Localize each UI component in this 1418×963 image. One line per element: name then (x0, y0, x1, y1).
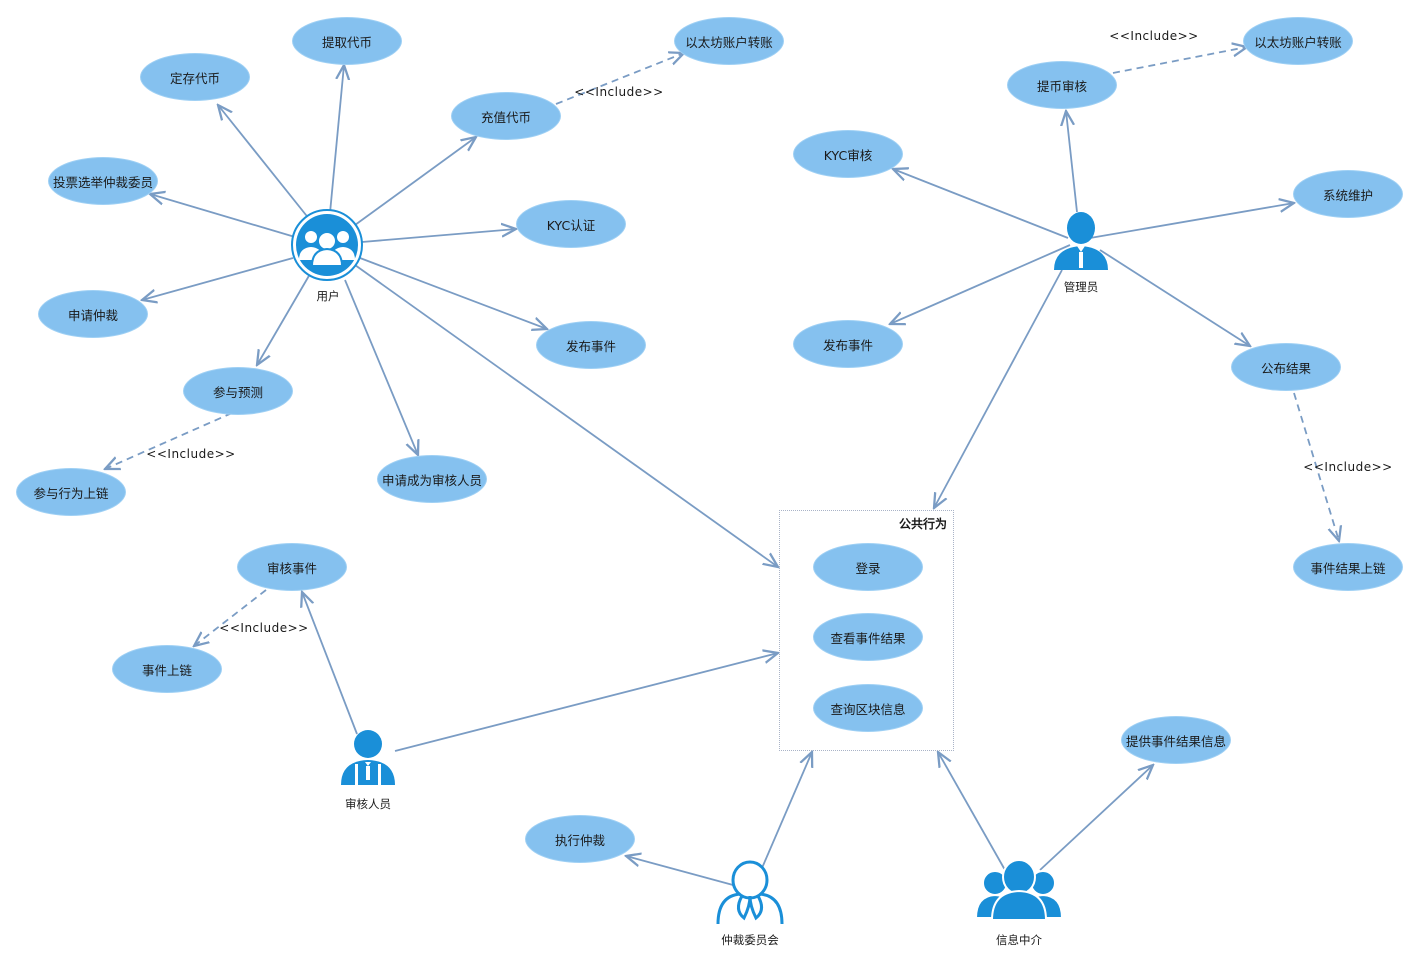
edge-user-common (354, 264, 778, 567)
use-case-label: 定存代币 (169, 70, 220, 86)
use-case-label: 充值代币 (480, 109, 531, 125)
include-label-withdraw-review: <<Include>> (1109, 29, 1199, 43)
use-case-label: 发布事件 (565, 338, 616, 354)
use-case-publish-event-admin[interactable]: 发布事件 (793, 320, 903, 368)
use-case-result-onchain[interactable]: 事件结果上链 (1293, 543, 1403, 591)
use-case-system-maint[interactable]: 系统维护 (1293, 170, 1403, 218)
use-case-execute-arbitration[interactable]: 执行仲裁 (525, 815, 635, 863)
use-case-label: 事件上链 (141, 662, 192, 678)
include-label-publish: <<Include>> (1303, 460, 1393, 474)
use-case-review-event[interactable]: 审核事件 (237, 543, 347, 591)
use-case-kyc-auth[interactable]: KYC认证 (516, 200, 626, 248)
use-case-participate-onchain[interactable]: 参与行为上链 (16, 468, 126, 516)
include-label-recharge: <<Include>> (574, 85, 664, 99)
use-case-label: 查询区块信息 (830, 701, 906, 717)
use-case-apply-arbitration[interactable]: 申请仲裁 (38, 290, 148, 338)
edge-user-apply-reviewer (344, 279, 418, 455)
use-case-label: 审核事件 (266, 560, 317, 576)
use-case-publish-result[interactable]: 公布结果 (1231, 343, 1341, 391)
use-case-label: 申请仲裁 (67, 307, 118, 323)
use-case-label: 执行仲裁 (554, 832, 605, 848)
include-edge-recharge (555, 53, 684, 105)
include-edge-publish (1293, 392, 1339, 541)
edge-user-apply-arb (142, 257, 294, 300)
include-edge-review (194, 589, 267, 646)
edge-oracle-common (938, 752, 1006, 871)
edge-committee-common (761, 752, 812, 869)
actor-label-committee: 仲裁委员会 (721, 933, 779, 947)
include-label-review: <<Include>> (219, 621, 309, 635)
include-label-predict: <<Include>> (146, 447, 236, 461)
use-case-kyc-review[interactable]: KYC审核 (793, 130, 903, 178)
use-case-apply-reviewer[interactable]: 申请成为审核人员 (377, 455, 487, 503)
use-case-eth-transfer-user[interactable]: 以太坊账户转账 (674, 17, 784, 65)
use-case-view-result[interactable]: 查看事件结果 (813, 613, 923, 661)
actor-label-admin: 管理员 (1063, 280, 1099, 294)
include-edge-withdraw-review (1112, 47, 1247, 74)
edge-admin-kyc (893, 169, 1069, 239)
use-case-label: 提取代币 (321, 34, 372, 50)
use-case-label: KYC认证 (546, 217, 596, 233)
boundary-title: 公共行为 (898, 517, 947, 531)
use-case-publish-event-user[interactable]: 发布事件 (536, 321, 646, 369)
edge-admin-withdraw-review (1066, 111, 1078, 213)
edge-user-kyc (361, 229, 516, 243)
edge-reviewer-review (302, 592, 358, 735)
edge-user-predict (257, 273, 311, 365)
use-case-provide-result[interactable]: 提供事件结果信息 (1121, 716, 1231, 764)
use-case-label: 以太坊账户转账 (1254, 34, 1342, 50)
use-case-label: 投票选举仲裁委员 (52, 174, 153, 190)
edge-admin-maint (1089, 203, 1294, 239)
reviewer-actor-icon (341, 730, 395, 785)
admin-actor-icon (1054, 212, 1108, 270)
use-case-label: KYC审核 (823, 147, 873, 163)
edge-user-deposit (218, 105, 311, 221)
user-actor-icon (291, 209, 363, 281)
edge-admin-common (934, 269, 1063, 508)
use-case-participate-predict[interactable]: 参与预测 (183, 367, 293, 415)
edge-admin-result (1099, 249, 1250, 346)
use-case-login[interactable]: 登录 (813, 543, 923, 591)
use-case-event-onchain[interactable]: 事件上链 (112, 645, 222, 693)
use-case-label: 事件结果上链 (1310, 560, 1386, 576)
edge-user-recharge (354, 137, 476, 226)
edge-oracle-provide (1039, 765, 1153, 871)
use-case-label: 以太坊账户转账 (685, 34, 773, 50)
actor-label-user: 用户 (316, 289, 340, 303)
use-case-label: 发布事件 (822, 337, 873, 353)
edge-reviewer-common (394, 653, 778, 752)
use-case-withdraw[interactable]: 提取代币 (292, 17, 402, 65)
use-case-label: 提币审核 (1036, 78, 1087, 94)
use-case-label: 参与预测 (212, 384, 263, 400)
edge-user-publish (359, 257, 547, 329)
edge-user-vote (150, 194, 296, 238)
use-case-withdraw-review[interactable]: 提币审核 (1007, 61, 1117, 109)
use-case-eth-transfer-admin[interactable]: 以太坊账户转账 (1243, 17, 1353, 65)
committee-actor-icon (716, 860, 784, 925)
common-behavior-boundary: 公共行为 (779, 510, 954, 751)
use-case-label: 提供事件结果信息 (1125, 733, 1226, 749)
use-case-label: 系统维护 (1322, 187, 1373, 203)
use-case-label: 公布结果 (1260, 360, 1311, 376)
edge-committee-execute (626, 856, 734, 886)
use-case-label: 参与行为上链 (33, 485, 109, 501)
use-case-vote-committee[interactable]: 投票选举仲裁委员 (48, 157, 158, 205)
use-case-label: 查看事件结果 (830, 630, 906, 646)
use-case-label: 登录 (855, 560, 881, 576)
oracle-actor-icon (974, 859, 1064, 921)
use-case-deposit[interactable]: 定存代币 (140, 53, 250, 101)
use-case-recharge[interactable]: 充值代币 (451, 92, 561, 140)
actor-label-oracle: 信息中介 (996, 933, 1042, 947)
edge-admin-publish (890, 244, 1071, 324)
use-case-label: 申请成为审核人员 (381, 472, 482, 488)
use-case-query-block[interactable]: 查询区块信息 (813, 684, 923, 732)
edge-user-withdraw (329, 65, 344, 214)
actor-label-reviewer: 审核人员 (345, 797, 391, 811)
